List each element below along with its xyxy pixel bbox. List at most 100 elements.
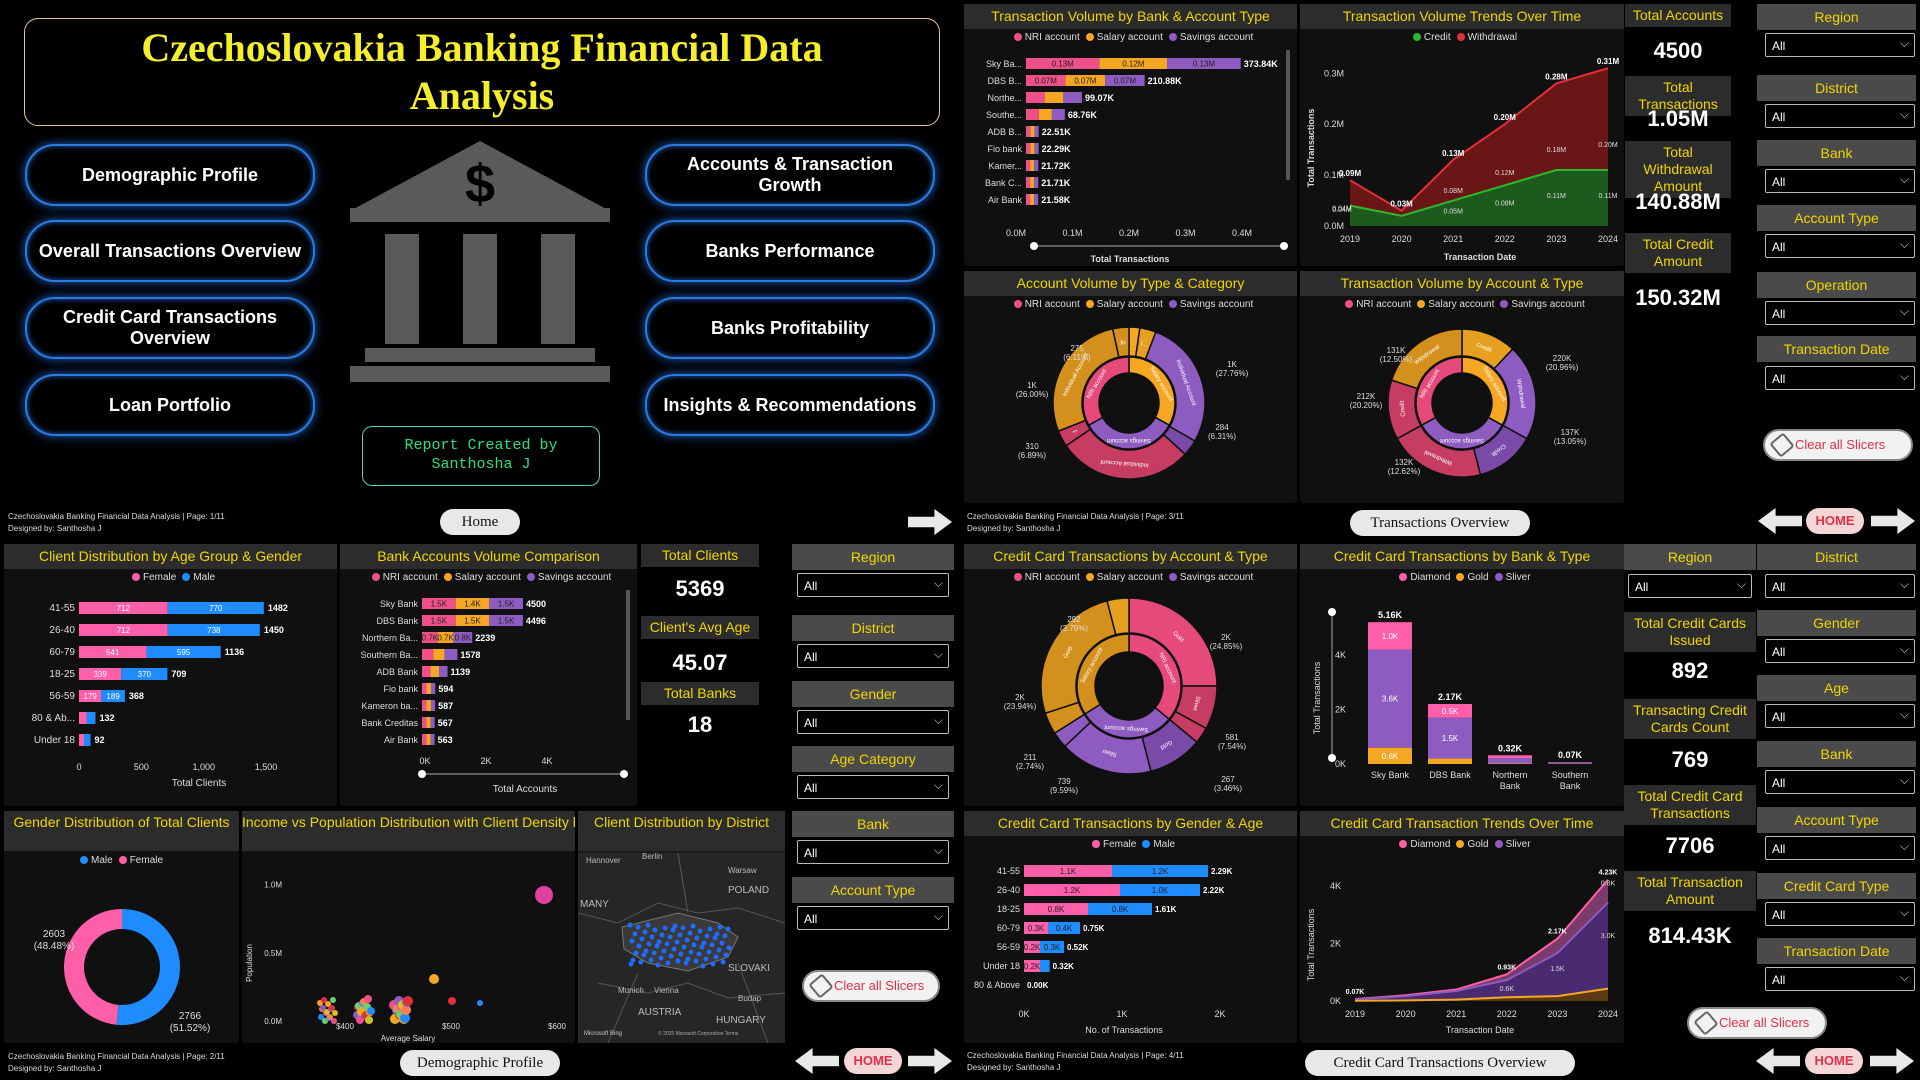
prev-arrow[interactable] <box>795 1048 839 1074</box>
transactions-overview-pill[interactable]: Transactions Overview <box>1350 510 1530 536</box>
prev-arrow[interactable] <box>1756 1048 1800 1074</box>
credit-card-overview-pill[interactable]: Credit Card Transactions Overview <box>1305 1050 1575 1076</box>
district-bubble <box>400 1013 410 1023</box>
slicer-bank-dropdown[interactable]: All ⌵ <box>1765 770 1915 794</box>
donut-slice-male <box>116 909 181 1025</box>
female-pct-label: (48.48%) <box>34 941 75 952</box>
next-arrow[interactable] <box>908 1048 952 1074</box>
bar-total-label: 373.84K <box>1244 59 1279 69</box>
home-button[interactable]: HOME <box>844 1048 902 1074</box>
bar-segment <box>422 632 438 643</box>
chevron-down-icon: ⌵ <box>1899 577 1909 591</box>
x-tick-label: 1,500 <box>255 762 278 772</box>
age-group-label: Under 18 <box>983 961 1020 971</box>
district-point <box>716 947 722 953</box>
outer-ring-label: Credit <box>1399 400 1407 417</box>
income-population-scatter: 0.0M 0.5M 1.0M Population $400 $500 $600 Averag… <box>245 881 566 1043</box>
total-data-label: 4.23K <box>1599 870 1618 877</box>
female-value-label: 179 <box>83 692 97 701</box>
slicer-card-type-dropdown[interactable]: All ⌵ <box>1765 902 1915 926</box>
slicer-district-dropdown[interactable]: All ⌵ <box>1765 104 1915 128</box>
district-bubble <box>331 1018 337 1024</box>
slicer-date-dropdown[interactable]: All ⌵ <box>1765 366 1915 390</box>
slicer-age-category-dropdown[interactable]: All ⌵ <box>797 775 949 799</box>
slicer-age-dropdown[interactable]: All ⌵ <box>1765 704 1915 728</box>
female-value-label: 2603 <box>43 929 66 940</box>
slicer-region-dropdown[interactable]: All ⌵ <box>797 573 949 597</box>
bar-segment <box>439 666 448 677</box>
nav-accounts-growth[interactable]: Accounts & Transaction Growth <box>645 144 935 206</box>
district-point <box>685 956 691 962</box>
slicer-region-label: Region <box>1624 544 1756 570</box>
nav-loan-portfolio[interactable]: Loan Portfolio <box>25 374 315 436</box>
district-bubble <box>429 974 439 984</box>
district-point <box>709 942 715 948</box>
kpi-cc-transactions: Total Credit Card Transactions 7706 <box>1624 785 1756 859</box>
slice-pct-label: (6.11%) <box>1063 353 1091 362</box>
next-arrow[interactable] <box>1870 1048 1914 1074</box>
slicer-region-dropdown[interactable]: All ⌵ <box>1628 574 1752 598</box>
district-bubble <box>367 1007 375 1015</box>
slicer-gender-dropdown[interactable]: All ⌵ <box>797 710 949 734</box>
nav-insights[interactable]: Insights & Recommendations <box>645 374 935 436</box>
district-bubble <box>364 995 372 1003</box>
female-bar <box>79 602 168 614</box>
slicer-operation-dropdown[interactable]: All ⌵ <box>1765 301 1915 325</box>
x-tick-label: 2024 <box>1598 234 1618 244</box>
bar-category-label: Fio bank <box>987 144 1022 154</box>
total-data-label: 0.28M <box>1545 72 1568 81</box>
slicer-account-type-dropdown[interactable]: All ⌵ <box>1765 234 1915 258</box>
nav-banks-profitability[interactable]: Banks Profitability <box>645 297 935 359</box>
slice-pct-label: (6.89%) <box>1018 451 1046 460</box>
bar-segment <box>1030 143 1035 154</box>
district-point <box>684 937 690 943</box>
bar-category-label: Southe... <box>986 110 1022 120</box>
y-tick-label: 0K <box>1335 759 1346 769</box>
male-bar <box>101 690 125 702</box>
slicer-region-dropdown[interactable]: All ⌵ <box>1765 33 1915 57</box>
clear-slicers-button[interactable]: Clear all Slicers <box>1687 1007 1827 1039</box>
district-map[interactable]: Hannover Berlin Warsaw POLAND MANY Munich Vien… <box>578 853 785 1043</box>
slicer-date-dropdown[interactable]: All ⌵ <box>1765 967 1915 991</box>
district-point <box>680 925 686 931</box>
page-footer: Czechoslovakia Banking Financial Data An… <box>967 1051 1184 1072</box>
total-data-label: 0.13M <box>1442 149 1465 158</box>
slicer-bank-label: Bank <box>792 811 954 837</box>
district-point <box>672 923 678 929</box>
clear-slicers-button[interactable]: Clear all Slicers <box>802 970 940 1002</box>
column-segment <box>1428 758 1472 764</box>
slicer-district-dropdown[interactable]: All ⌵ <box>797 644 949 668</box>
slicer-bank-dropdown[interactable]: All ⌵ <box>797 840 949 864</box>
nav-credit-card-transactions[interactable]: Credit Card Transactions Overview <box>25 297 315 359</box>
nav-overall-transactions[interactable]: Overall Transactions Overview <box>25 220 315 282</box>
district-point <box>690 923 696 929</box>
demographic-profile-pill[interactable]: Demographic Profile <box>400 1050 560 1076</box>
next-arrow[interactable] <box>908 509 952 535</box>
slicer-gender-dropdown[interactable]: All ⌵ <box>1765 639 1915 663</box>
slicer-bank-dropdown[interactable]: All ⌵ <box>1765 169 1915 193</box>
slicer-account-type-dropdown[interactable]: All ⌵ <box>1765 836 1915 860</box>
next-arrow[interactable] <box>1871 508 1915 534</box>
district-point <box>630 957 636 963</box>
slicer-district-dropdown[interactable]: All ⌵ <box>1765 574 1915 598</box>
district-point <box>674 939 680 945</box>
withdrawal-data-label: 0.20M <box>1598 142 1618 149</box>
male-bar <box>1040 960 1050 972</box>
x-tick-label: 2019 <box>1345 1009 1365 1019</box>
chevron-down-icon: ⌵ <box>1736 577 1746 591</box>
bar-total-label: 594 <box>438 684 453 694</box>
clear-slicers-button[interactable]: Clear all Slicers <box>1763 429 1913 461</box>
nav-banks-performance[interactable]: Banks Performance <box>645 220 935 282</box>
home-button[interactable]: HOME <box>1806 508 1864 534</box>
female-value-label: 712 <box>117 604 131 613</box>
home-pill[interactable]: Home <box>440 509 520 535</box>
total-data-label: 0.93K <box>1497 964 1516 971</box>
x-tick-label: $400 <box>336 1022 354 1031</box>
prev-arrow[interactable] <box>1758 508 1802 534</box>
x-tick-label: 1K <box>1116 1009 1127 1019</box>
nav-demographic-profile[interactable]: Demographic Profile <box>25 144 315 206</box>
age-group-label: 41-55 <box>997 866 1020 876</box>
x-axis-title: Transaction Date <box>1446 1025 1514 1035</box>
slicer-account-type-dropdown[interactable]: All ⌵ <box>797 906 949 930</box>
home-button[interactable]: HOME <box>1805 1048 1863 1074</box>
